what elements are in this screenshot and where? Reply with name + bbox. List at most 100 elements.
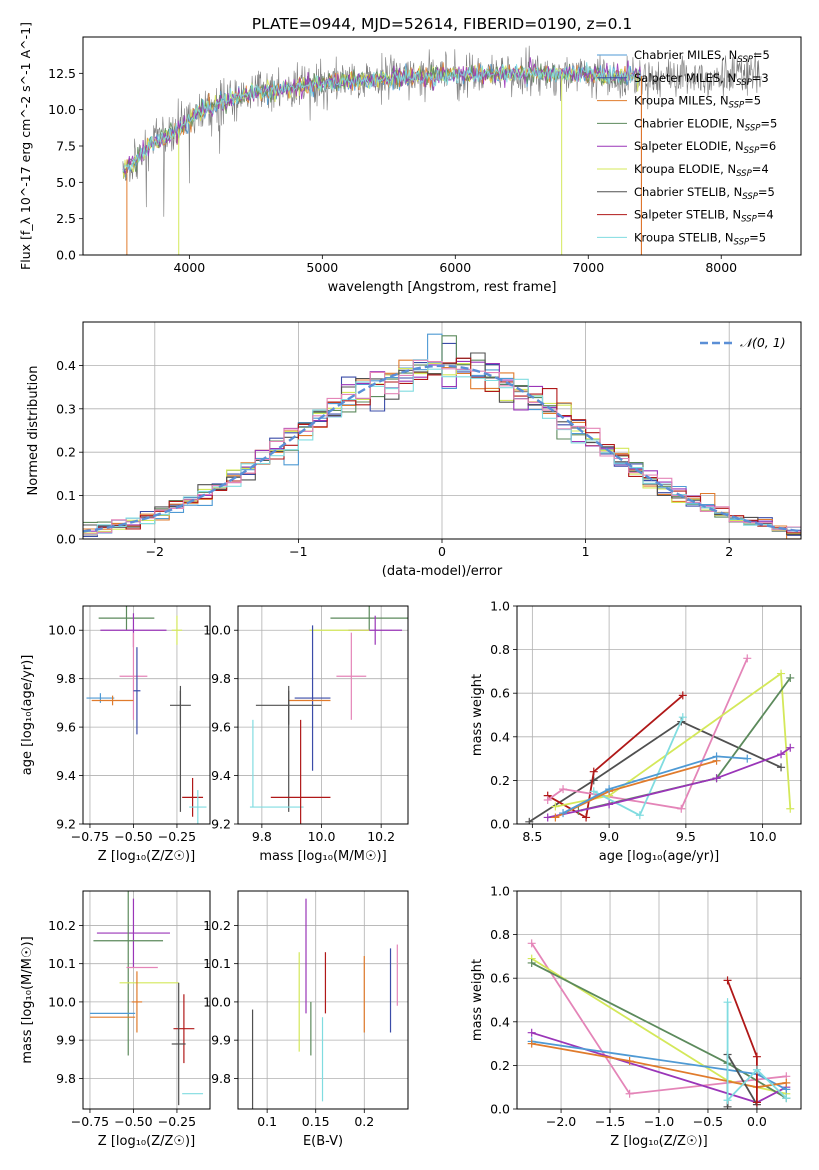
x-tick-label: −0.75 <box>71 829 109 844</box>
axes-frame <box>237 890 409 1110</box>
legend-tail: =5 <box>753 48 770 62</box>
x-tick-label: 9.5 <box>676 829 696 844</box>
y-tick-label: 9.2 <box>211 817 231 832</box>
x-tick-label: −0.25 <box>158 829 196 844</box>
series-marker <box>743 654 752 663</box>
legend-tail: =4 <box>757 208 774 222</box>
x-tick-label: −1.0 <box>644 1114 674 1129</box>
panel-z_mass: −0.75 −0.50 −0.25 9.8 9.9 10.0 10.1 10.2 Z [log₁… <box>20 890 211 1149</box>
y-tick-label: 0.0 <box>56 248 76 263</box>
series-marker <box>777 669 786 678</box>
panel-ebv_mass: 0.1 0.15 0.2 9.8 9.9 10.0 10.1 10.2 E(B-V) <box>203 890 409 1149</box>
y-axis-label: Flux [f_λ 10^-17 erg cm^-2 s^-1 A^-1] <box>18 22 33 270</box>
axes-frame <box>237 605 409 825</box>
series-marker <box>525 817 534 824</box>
series-marker <box>605 800 614 809</box>
y-axis-label: Normed distribution <box>26 366 41 496</box>
series-marker <box>723 998 732 1007</box>
x-tick-label: 0.1 <box>257 1114 277 1129</box>
y-tick-label: 0.8 <box>490 927 510 942</box>
series-marker <box>752 1098 761 1107</box>
y-tick-label: 1.0 <box>490 599 510 614</box>
data-point <box>86 693 115 703</box>
series-marker <box>635 811 644 820</box>
x-axis-label: Z [log₁₀(Z/Z☉)] <box>610 1134 707 1149</box>
y-tick-label: 0.4 <box>490 1014 510 1029</box>
y-tick-label: 10.0 <box>48 623 76 638</box>
series-marker <box>677 804 686 813</box>
series-line <box>547 657 749 810</box>
x-tick-label: 2 <box>725 544 733 559</box>
x-tick-label: 1 <box>582 544 590 559</box>
data-point <box>91 695 134 706</box>
y-tick-label: 2.5 <box>56 211 76 226</box>
y-tick-label: 0.0 <box>490 817 510 832</box>
series-marker <box>782 1094 791 1103</box>
y-tick-label: 0.0 <box>56 532 76 547</box>
plot-area <box>83 606 210 824</box>
y-tick-label: 0.2 <box>490 773 510 788</box>
y-tick-label: 9.4 <box>211 768 231 783</box>
legend-text: Chabrier STELIB, N <box>634 185 742 199</box>
y-tick-label: 0.4 <box>56 358 76 373</box>
data-point <box>133 647 141 735</box>
panel-age_weight: 8.5 9.0 9.5 10.0 0.0 0.2 0.4 0.6 0.8 1.0 age [log₁… <box>470 599 802 864</box>
panel-z_weight: −2.0 −1.5 −1.0 −0.5 0.0 0.0 0.2 0.4 0.6 0.8 1.0 Z [… <box>470 884 802 1149</box>
legend-sub: SSP <box>736 169 752 179</box>
legend-text: Salpeter STELIB, N <box>634 208 741 222</box>
y-tick-label: 0.6 <box>490 686 510 701</box>
data-point <box>171 615 183 645</box>
data-point <box>330 606 408 631</box>
x-tick-label: 10.0 <box>308 829 336 844</box>
y-tick-label: 9.8 <box>56 1071 76 1086</box>
x-tick-label: −0.5 <box>693 1114 723 1129</box>
axes-frame <box>82 890 211 1110</box>
legend-entry: Chabrier STELIB, NSSP=5 <box>634 185 775 202</box>
series-marker <box>786 673 795 682</box>
legend-tail: =6 <box>759 139 776 153</box>
x-tick-label: 7000 <box>572 260 604 275</box>
legend-text: Chabrier MILES, N <box>634 48 737 62</box>
legend-entry: Kroupa ELODIE, NSSP=4 <box>634 162 769 179</box>
plot-area <box>238 891 408 1109</box>
y-tick-label: 0.1 <box>56 488 76 503</box>
y-axis-label: mass [log₁₀(M/M☉)] <box>20 936 35 1063</box>
axes-frame <box>82 605 211 825</box>
legend-text: Chabrier ELODIE, N <box>634 116 745 130</box>
legend-sub: SSP <box>745 123 761 133</box>
data-point <box>131 971 143 1033</box>
y-tick-label: 9.8 <box>56 671 76 686</box>
legend-tail: =5 <box>749 230 766 244</box>
legend-sub: SSP <box>744 146 760 156</box>
legend-entry: Chabrier MILES, NSSP=5 <box>634 48 770 65</box>
data-point <box>173 994 195 1064</box>
data-point <box>182 777 204 817</box>
data-point <box>270 719 331 824</box>
series-marker <box>678 691 687 700</box>
x-axis-label: mass [log₁₀(M/M☉)] <box>259 849 386 864</box>
y-tick-label: 12.5 <box>48 66 76 81</box>
series-marker <box>559 809 568 818</box>
plot-area <box>517 891 801 1109</box>
x-tick-label: 4000 <box>173 260 205 275</box>
series-marker <box>743 754 752 763</box>
series-marker <box>786 743 795 752</box>
y-tick-label: 9.6 <box>56 720 76 735</box>
x-tick-label: 10.0 <box>749 829 777 844</box>
y-axis-label: mass weight <box>470 959 485 1041</box>
x-axis-label: Z [log₁₀(Z/Z☉)] <box>98 849 195 864</box>
y-tick-label: 1.0 <box>490 884 510 899</box>
series-marker <box>589 787 598 796</box>
y-tick-label: 0.2 <box>56 445 76 460</box>
legend-entry: Salpeter STELIB, NSSP=4 <box>634 208 774 225</box>
legend-tail: =5 <box>758 185 775 199</box>
legend-tail: =4 <box>752 162 769 176</box>
legend-entry: Salpeter ELODIE, NSSP=6 <box>634 139 776 156</box>
series-line <box>562 755 748 814</box>
x-tick-label: 6000 <box>439 260 471 275</box>
series-marker <box>551 813 560 822</box>
legend-entry: Salpeter MILES, NSSP=3 <box>634 71 769 88</box>
y-tick-label: 9.6 <box>211 720 231 735</box>
x-tick-label: −0.25 <box>158 1114 196 1129</box>
